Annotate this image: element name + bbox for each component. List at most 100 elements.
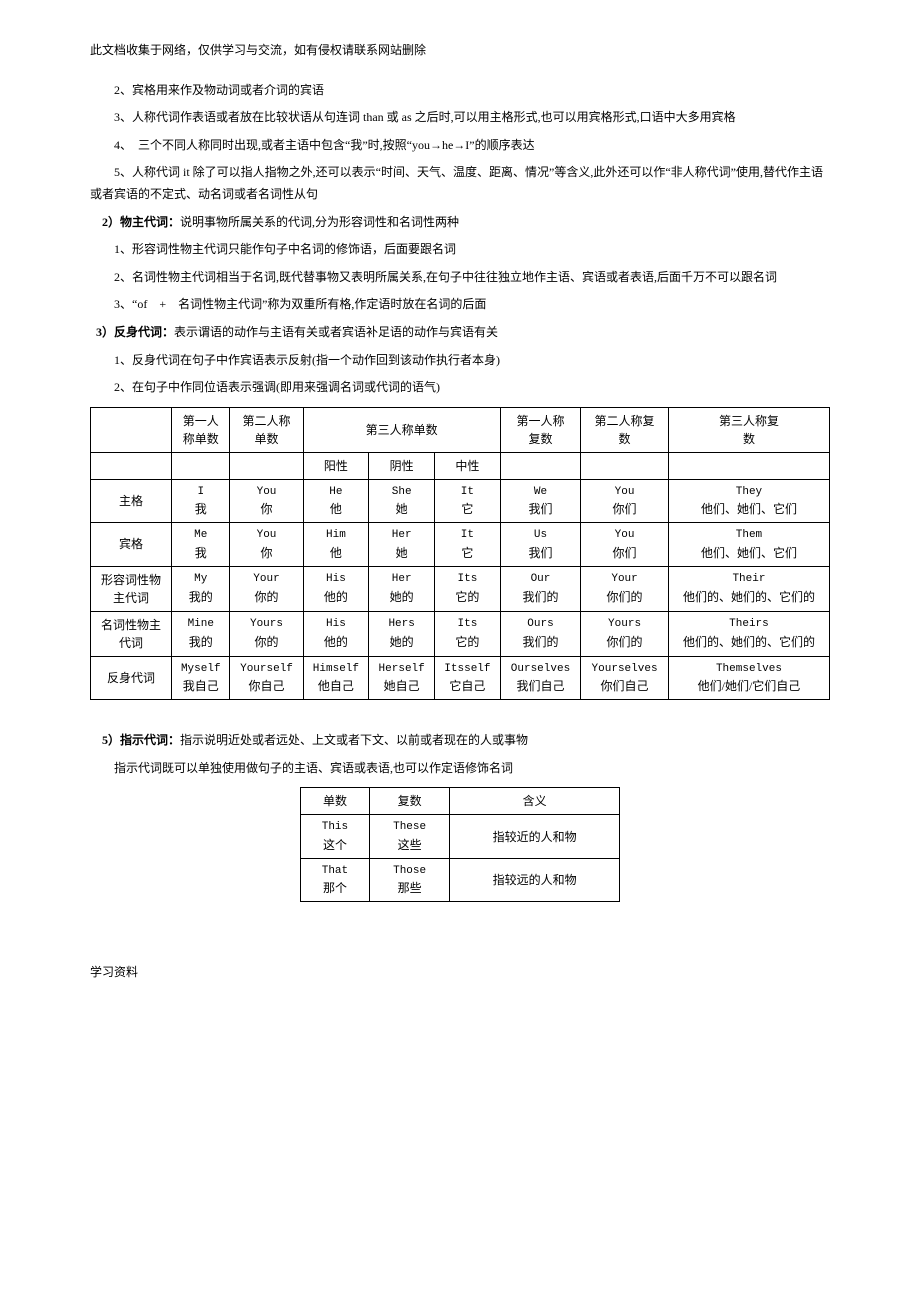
table-cell: She她 — [369, 479, 435, 523]
paragraph: 5、人称代词 it 除了可以指人指物之外,还可以表示“时间、天气、温度、距离、情… — [90, 162, 830, 205]
table-row: 第一人称单数 第二人称单数 第三人称单数 第一人称复数 第二人称复数 第三人称复… — [91, 407, 830, 452]
table-cell — [172, 452, 230, 479]
table-cell: Themselves他们/她们/它们自己 — [668, 656, 829, 700]
table-cell: 反身代词 — [91, 656, 172, 700]
table-cell: 指较远的人和物 — [450, 858, 620, 902]
page-footer: 学习资料 — [90, 962, 830, 984]
table-cell: Ourselves我们自己 — [500, 656, 580, 700]
table-cell: Itsself它自己 — [435, 656, 501, 700]
table-cell: Him他 — [303, 523, 369, 567]
table-cell: It它 — [435, 523, 501, 567]
section-text: 指示说明近处或者远处、上文或者下文、以前或者现在的人或事物 — [180, 733, 528, 747]
table-cell: 主格 — [91, 479, 172, 523]
table-cell — [91, 407, 172, 452]
table-cell: 名词性物主代词 — [91, 611, 172, 656]
table-cell: Himself他自己 — [303, 656, 369, 700]
table-cell: Those那些 — [369, 858, 449, 902]
table-cell: 单数 — [301, 788, 370, 815]
table-cell: Them他们、她们、它们 — [668, 523, 829, 567]
table-row: 主格 I我 You你 He他 She她 It它 We我们 You你们 They他… — [91, 479, 830, 523]
table-cell: He他 — [303, 479, 369, 523]
paragraph: 2、宾格用来作及物动词或者介词的宾语 — [90, 80, 830, 102]
table-cell: Your你的 — [230, 566, 303, 611]
table-row: 形容词性物主代词 My我的 Your你的 His他的 Her她的 Its它的 O… — [91, 566, 830, 611]
table-row: 名词性物主代词 Mine我的 Yours你的 His他的 Hers她的 Its它… — [91, 611, 830, 656]
table-row: 反身代词 Myself我自己 Yourself你自己 Himself他自己 He… — [91, 656, 830, 700]
section-title: 3）反身代词： — [96, 325, 174, 339]
table-cell: You你们 — [581, 479, 669, 523]
table-cell: His他的 — [303, 566, 369, 611]
table-row: This这个 These这些 指较近的人和物 — [301, 815, 620, 859]
table-cell: Its它的 — [435, 566, 501, 611]
table-cell — [581, 452, 669, 479]
paragraph: 2、在句子中作同位语表示强调(即用来强调名词或代词的语气) — [90, 377, 830, 399]
table-cell: 第一人称复数 — [500, 407, 580, 452]
pronoun-table: 第一人称单数 第二人称单数 第三人称单数 第一人称复数 第二人称复数 第三人称复… — [90, 407, 830, 701]
paragraph: 5）指示代词：指示说明近处或者远处、上文或者下文、以前或者现在的人或事物 — [90, 730, 830, 752]
table-cell: Yourself你自己 — [230, 656, 303, 700]
paragraph: 3、“of + 名词性物主代词”称为双重所有格,作定语时放在名词的后面 — [90, 294, 830, 316]
table-row: That那个 Those那些 指较远的人和物 — [301, 858, 620, 902]
table-cell: His他的 — [303, 611, 369, 656]
table-cell: Theirs他们的、她们的、它们的 — [668, 611, 829, 656]
section-title: 5）指示代词： — [102, 733, 180, 747]
table-cell: 第一人称单数 — [172, 407, 230, 452]
table-cell: Yours你的 — [230, 611, 303, 656]
table-cell: Its它的 — [435, 611, 501, 656]
section-title: 2）物主代词： — [102, 215, 180, 229]
table-cell: My我的 — [172, 566, 230, 611]
table-cell — [500, 452, 580, 479]
table-cell: I我 — [172, 479, 230, 523]
table-cell: We我们 — [500, 479, 580, 523]
table-cell: 中性 — [435, 452, 501, 479]
table-cell: Their他们的、她们的、它们的 — [668, 566, 829, 611]
table-cell: Ours我们的 — [500, 611, 580, 656]
table-cell: These这些 — [369, 815, 449, 859]
table-cell: 第二人称复数 — [581, 407, 669, 452]
table-cell: Myself我自己 — [172, 656, 230, 700]
table-cell: 含义 — [450, 788, 620, 815]
section-text: 表示谓语的动作与主语有关或者宾语补足语的动作与宾语有关 — [174, 325, 498, 339]
table-cell: Us我们 — [500, 523, 580, 567]
paragraph: 4、 三个不同人称同时出现,或者主语中包含“我”时,按照“you→he→I”的顺… — [90, 135, 830, 157]
table-cell: 第二人称单数 — [230, 407, 303, 452]
demonstrative-table: 单数 复数 含义 This这个 These这些 指较近的人和物 That那个 T… — [300, 787, 620, 902]
paragraph: 3）反身代词：表示谓语的动作与主语有关或者宾语补足语的动作与宾语有关 — [90, 322, 830, 344]
table-row: 宾格 Me我 You你 Him他 Her她 It它 Us我们 You你们 The… — [91, 523, 830, 567]
table-cell: Me我 — [172, 523, 230, 567]
table-row: 阳性 阴性 中性 — [91, 452, 830, 479]
table-cell: Our我们的 — [500, 566, 580, 611]
table-cell: It它 — [435, 479, 501, 523]
paragraph: 1、形容词性物主代词只能作句子中名词的修饰语，后面要跟名词 — [90, 239, 830, 261]
paragraph: 3、人称代词作表语或者放在比较状语从句连词 than 或 as 之后时,可以用主… — [90, 107, 830, 129]
table-row: 单数 复数 含义 — [301, 788, 620, 815]
table-cell: 指较近的人和物 — [450, 815, 620, 859]
table-cell: 形容词性物主代词 — [91, 566, 172, 611]
table-cell: 第三人称复数 — [668, 407, 829, 452]
paragraph: 指示代词既可以单独使用做句子的主语、宾语或表语,也可以作定语修饰名词 — [90, 758, 830, 780]
table-cell: Your你们的 — [581, 566, 669, 611]
paragraph: 1、反身代词在句子中作宾语表示反射(指一个动作回到该动作执行者本身) — [90, 350, 830, 372]
table-cell — [91, 452, 172, 479]
table-cell: You你 — [230, 523, 303, 567]
table-cell: Hers她的 — [369, 611, 435, 656]
table-cell: 第三人称单数 — [303, 407, 500, 452]
table-cell: 阴性 — [369, 452, 435, 479]
table-cell: Mine我的 — [172, 611, 230, 656]
table-cell: This这个 — [301, 815, 370, 859]
table-cell: Yours你们的 — [581, 611, 669, 656]
table-cell: You你 — [230, 479, 303, 523]
table-cell: Yourselves你们自己 — [581, 656, 669, 700]
table-cell: Herself她自己 — [369, 656, 435, 700]
table-cell: 宾格 — [91, 523, 172, 567]
paragraph: 2、名词性物主代词相当于名词,既代替事物又表明所属关系,在句子中往往独立地作主语… — [90, 267, 830, 289]
table-cell — [668, 452, 829, 479]
page-header: 此文档收集于网络，仅供学习与交流，如有侵权请联系网站删除 — [90, 40, 830, 62]
table-cell: They他们、她们、它们 — [668, 479, 829, 523]
table-cell: That那个 — [301, 858, 370, 902]
table-cell: You你们 — [581, 523, 669, 567]
table-cell — [230, 452, 303, 479]
table-cell: Her她的 — [369, 566, 435, 611]
table-cell: 阳性 — [303, 452, 369, 479]
table-cell: Her她 — [369, 523, 435, 567]
